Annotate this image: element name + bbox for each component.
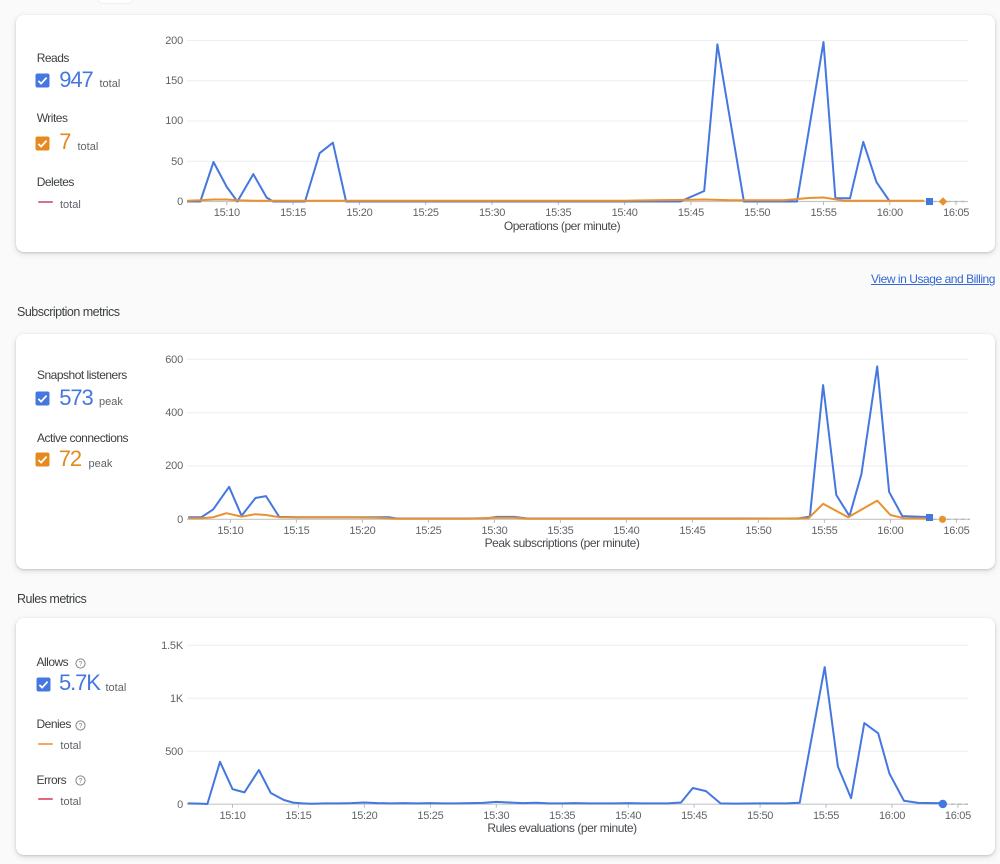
svg-text:?: ? [78,723,82,730]
svg-text:?: ? [78,778,82,785]
svg-text:?: ? [78,661,82,668]
